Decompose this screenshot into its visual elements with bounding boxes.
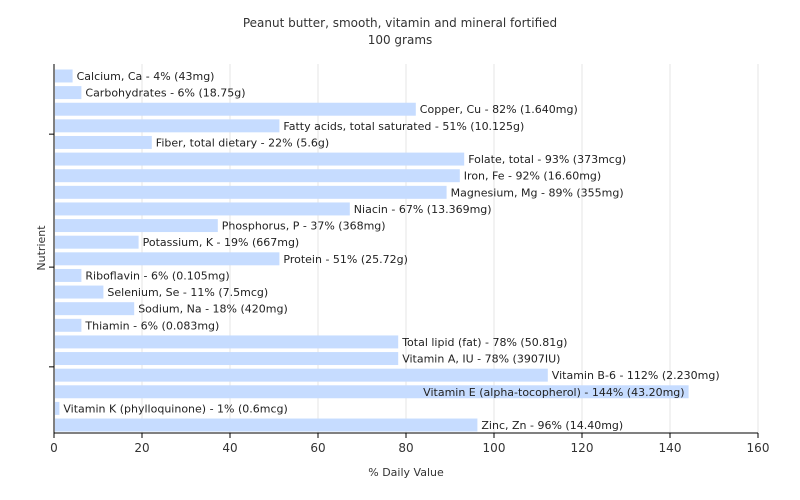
bar-label-14: Sodium, Na - 18% (420mg) [138, 303, 288, 316]
bar-label-13: Selenium, Se - 11% (7.5mcg) [107, 286, 268, 299]
bar-label-21: Zinc, Zn - 96% (14.40mg) [481, 419, 623, 432]
x-tick-label-40: 40 [222, 441, 237, 455]
bar-7 [55, 185, 447, 199]
bar-label-18: Vitamin B-6 - 112% (2.230mg) [552, 369, 720, 382]
bar-2 [55, 102, 416, 116]
bar-14 [55, 302, 135, 316]
bar-label-6: Iron, Fe - 92% (16.60mg) [464, 170, 601, 183]
bar-16 [55, 335, 399, 349]
bar-label-12: Riboflavin - 6% (0.105mg) [85, 269, 229, 282]
chart-subtitle-text: 100 grams [368, 33, 433, 47]
bar-label-15: Thiamin - 6% (0.083mg) [84, 319, 219, 332]
bar-13 [55, 285, 104, 299]
bar-21 [55, 418, 478, 432]
bar-label-8: Niacin - 67% (13.369mg) [354, 203, 492, 216]
bar-label-19: Vitamin E (alpha-tocopherol) - 144% (43.… [423, 386, 684, 399]
chart-title-text: Peanut butter, smooth, vitamin and miner… [243, 16, 557, 30]
bar-label-5: Folate, total - 93% (373mcg) [468, 153, 626, 166]
bar-4 [55, 135, 152, 149]
bar-19 [55, 385, 689, 399]
x-tick-label-100: 100 [483, 441, 506, 455]
bar-8 [55, 202, 350, 216]
x-tick-label-0: 0 [50, 441, 58, 455]
axes: 0 20 40 60 80 100 120 140 160 [49, 64, 769, 455]
bar-3 [55, 119, 280, 133]
bar-12 [55, 268, 82, 282]
bar-6 [55, 169, 460, 183]
bar-label-16: Total lipid (fat) - 78% (50.81g) [401, 336, 567, 349]
bar-label-3: Fatty acids, total saturated - 51% (10.1… [283, 120, 524, 133]
bar-20 [55, 401, 60, 415]
bar-label-2: Copper, Cu - 82% (1.640mg) [420, 103, 578, 116]
bar-label-4: Fiber, total dietary - 22% (5.6g) [156, 136, 329, 149]
bar-5 [55, 152, 465, 166]
x-tick-label-120: 120 [571, 441, 594, 455]
x-tick-label-60: 60 [310, 441, 325, 455]
y-axis-label: Nutrient [35, 225, 48, 271]
bar-label-9: Phosphorus, P - 37% (368mg) [222, 220, 386, 233]
bar-1 [55, 86, 82, 100]
x-tick-label-140: 140 [659, 441, 682, 455]
bar-labels: Calcium, Ca - 4% (43mg) Carbohydrates - 6… [63, 70, 719, 432]
bar-0 [55, 69, 73, 83]
bars [55, 69, 689, 432]
bar-label-10: Potassium, K - 19% (667mg) [143, 236, 300, 249]
bar-label-7: Magnesium, Mg - 89% (355mg) [451, 186, 624, 199]
bar-label-20: Vitamin K (phylloquinone) - 1% (0.6mcg) [63, 402, 287, 415]
bar-label-11: Protein - 51% (25.72g) [283, 253, 408, 266]
bar-17 [55, 352, 399, 366]
chart-title: Peanut butter, smooth, vitamin and miner… [243, 16, 557, 47]
x-axis-label: % Daily Value [368, 466, 444, 479]
bar-label-0: Calcium, Ca - 4% (43mg) [77, 70, 215, 83]
bar-18 [55, 368, 548, 382]
bar-11 [55, 252, 280, 266]
bar-15 [55, 318, 82, 332]
bar-label-17: Vitamin A, IU - 78% (3907IU) [402, 353, 560, 366]
x-tick-label-20: 20 [134, 441, 149, 455]
bar-9 [55, 219, 218, 233]
x-tick-label-80: 80 [398, 441, 413, 455]
bar-label-1: Carbohydrates - 6% (18.75g) [85, 87, 245, 100]
x-tick-label-160: 160 [747, 441, 770, 455]
bar-10 [55, 235, 139, 249]
